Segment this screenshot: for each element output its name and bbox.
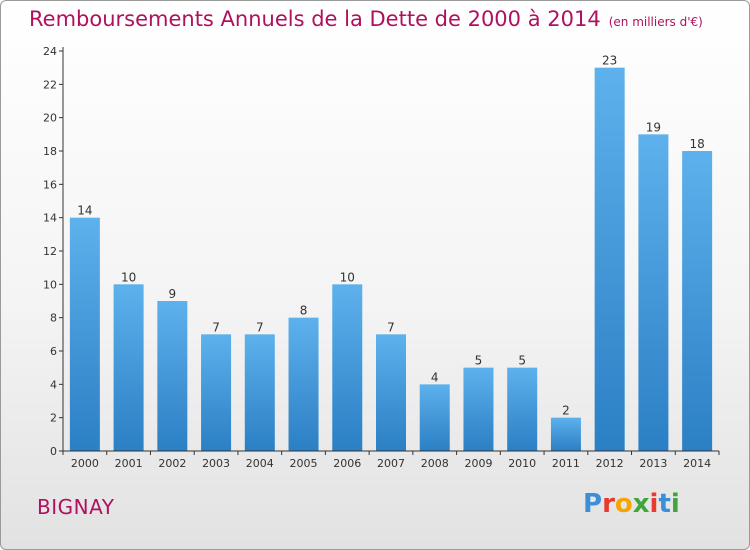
y-tick-label-20: 20 (43, 112, 57, 125)
x-tick-label-2009: 2009 (464, 457, 492, 470)
bar-2006 (332, 284, 363, 451)
data-label-2006: 10 (340, 270, 355, 284)
bars-group: 14 10 9 7 7 8 10 7 4 5 5 2 23 19 18 (69, 54, 713, 452)
x-tick-label-2011: 2011 (552, 457, 580, 470)
data-label-2004: 7 (256, 320, 264, 334)
logo-letter: i (670, 489, 680, 519)
data-label-2009: 5 (475, 354, 483, 368)
x-tick-label-2008: 2008 (421, 457, 449, 470)
data-label-2007: 7 (387, 320, 395, 334)
x-tick-label-2002: 2002 (158, 457, 186, 470)
x-tick-label-2001: 2001 (115, 457, 143, 470)
x-tick-label-2014: 2014 (683, 457, 711, 470)
logo-letter: x (632, 489, 650, 519)
bar-2004 (244, 334, 275, 451)
chart-title-text: Remboursements Annuels de la Dette de 20… (29, 7, 601, 31)
x-tick-label-2003: 2003 (202, 457, 230, 470)
axes-group: 2000 2001 2002 2003 2004 2005 2006 2007 2008 2009… (43, 45, 720, 470)
proxiti-logo: Proxiti (583, 489, 680, 523)
data-label-2003: 7 (212, 320, 220, 334)
x-tick-label-2006: 2006 (333, 457, 361, 470)
y-tick-label-8: 8 (50, 312, 57, 325)
data-label-2001: 10 (121, 270, 136, 284)
y-tick-label-10: 10 (43, 278, 57, 291)
y-tick-label-18: 18 (43, 145, 57, 158)
y-tick-label-12: 12 (43, 245, 57, 258)
x-tick-label-2005: 2005 (290, 457, 318, 470)
bar-2014 (682, 151, 713, 451)
x-tick-label-2007: 2007 (377, 457, 405, 470)
logo-letter: o (614, 489, 633, 519)
chart-title: Remboursements Annuels de la Dette de 20… (29, 7, 703, 31)
data-label-2002: 9 (169, 287, 177, 301)
bar-2000 (69, 217, 100, 451)
y-tick-label-0: 0 (50, 445, 57, 458)
logo-letter: P (583, 489, 603, 519)
bar-2009 (463, 367, 494, 451)
bar-2003 (201, 334, 232, 451)
x-tick-label-2012: 2012 (596, 457, 624, 470)
y-tick-label-22: 22 (43, 78, 57, 91)
x-tick-label-2004: 2004 (246, 457, 274, 470)
data-label-2008: 4 (431, 370, 439, 384)
y-tick-label-24: 24 (43, 45, 57, 58)
logo-letter: r (602, 489, 615, 519)
x-tick-label-2013: 2013 (639, 457, 667, 470)
data-label-2011: 2 (562, 404, 570, 418)
bar-2007 (376, 334, 406, 451)
bar-2005 (288, 317, 319, 451)
commune-name: BIGNAY (37, 495, 115, 519)
logo-letter: i (649, 489, 659, 519)
y-tick-label-14: 14 (43, 212, 57, 225)
bar-2013 (638, 134, 669, 452)
chart-subtitle: (en milliers d'€) (608, 15, 703, 29)
y-tick-label-2: 2 (50, 412, 57, 425)
data-label-2010: 5 (518, 354, 526, 368)
data-label-2012: 23 (602, 54, 617, 68)
data-label-2005: 8 (300, 304, 308, 318)
y-tick-label-16: 16 (43, 178, 57, 191)
x-tick-label-2010: 2010 (508, 457, 536, 470)
data-label-2013: 19 (646, 120, 661, 134)
y-tick-label-6: 6 (50, 345, 57, 358)
x-tick-label-2000: 2000 (71, 457, 99, 470)
bar-2011 (550, 417, 581, 451)
bar-2008 (419, 384, 450, 451)
data-label-2014: 18 (689, 137, 704, 151)
logo-letter: t (658, 489, 671, 519)
y-tick-label-4: 4 (50, 378, 57, 391)
data-label-2000: 14 (77, 204, 92, 218)
bar-2012 (594, 67, 625, 452)
bar-2001 (113, 284, 144, 451)
bar-2010 (507, 367, 538, 451)
bar-2002 (157, 301, 188, 451)
